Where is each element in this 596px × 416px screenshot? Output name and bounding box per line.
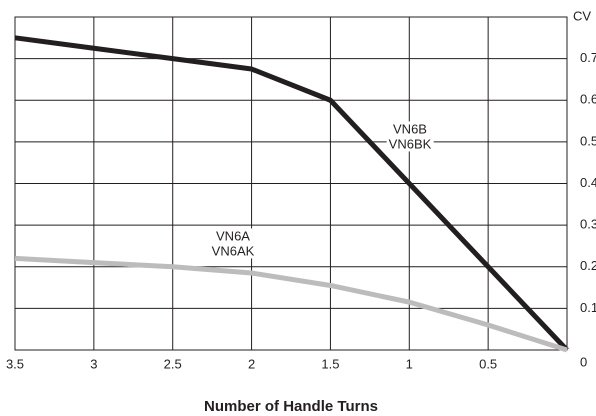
y-tick-label: 0.6 [580,92,596,107]
x-tick-label: 2.5 [164,356,182,371]
x-tick-label: 1 [406,356,413,371]
series-line [14,255,568,353]
series-label: VN6BK [389,136,432,151]
series-label: VN6B [393,121,427,136]
x-tick-label: 3 [90,356,97,371]
x-tick-label: 3.5 [6,356,24,371]
series-line [14,35,569,352]
y-tick-label: 0.7 [580,50,596,65]
series-label-bg [391,121,429,137]
y-tick-label: 0 [580,354,587,369]
x-axis-label: Number of Handle Turns [204,398,378,415]
y-tick-label: 0.1 [580,300,596,315]
series-label-bg [209,243,257,259]
series-label-bg [214,228,253,244]
y-tick-label: 0.4 [580,175,596,190]
x-tick-label: 0.5 [479,356,497,371]
series-label-bg [386,136,434,152]
x-tick-label: 2 [248,356,255,371]
y-tick-label: 0.2 [580,258,596,273]
y-tick-label: 0.3 [580,217,596,232]
y-axis-label: CV [573,8,591,23]
series-label: VN6AK [212,243,255,258]
series-label: VN6A [216,228,250,243]
y-tick-label: 0.5 [580,133,596,148]
x-tick-label: 1.5 [321,356,339,371]
